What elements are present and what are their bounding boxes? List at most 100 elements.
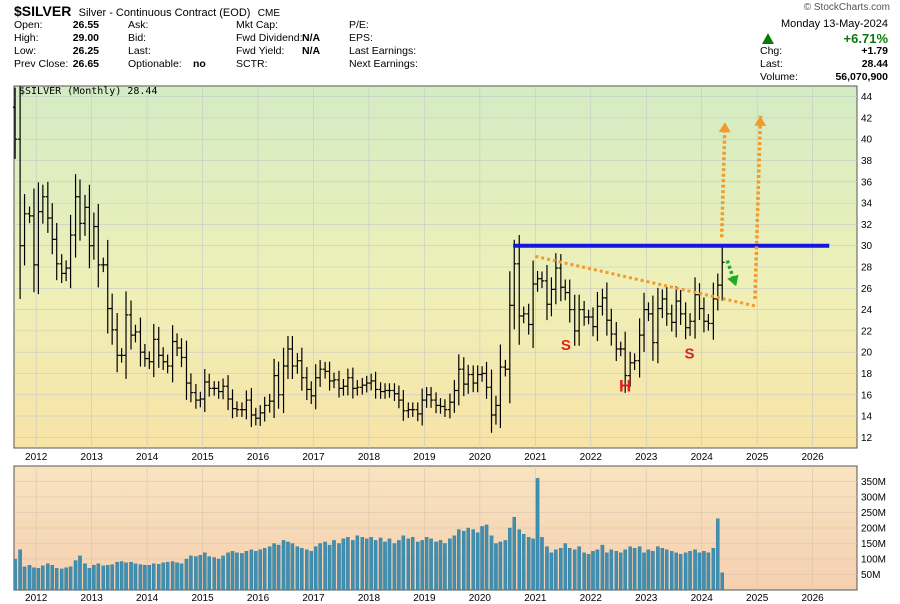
volume-bar (693, 549, 697, 591)
price-bar (387, 383, 392, 398)
volume-bar (179, 563, 184, 591)
field-label-prev-close: Prev Close: (14, 58, 69, 70)
volume-bar (683, 552, 688, 591)
field-value-last-price: 28.44 (861, 58, 888, 70)
year-label: 2023 (635, 452, 658, 463)
volume-bar (438, 540, 443, 591)
price-bar (207, 373, 212, 397)
volume-bar (503, 540, 508, 591)
volume-tick-label: 350M (861, 477, 886, 488)
price-bar (193, 383, 199, 409)
price-bar (687, 313, 693, 336)
volume-bar (235, 552, 239, 591)
volume-bar (161, 562, 165, 591)
price-bar (73, 174, 78, 258)
price-bar (142, 343, 148, 367)
volume-bar (216, 558, 221, 591)
year-label: 2012 (25, 452, 48, 463)
year-label: 2025 (746, 593, 769, 604)
volume-bar (572, 549, 577, 591)
volume-bar (688, 551, 692, 591)
field-label-ask: Ask: (128, 19, 149, 31)
field-value-open: 26.55 (72, 19, 99, 31)
price-tick-label: 12 (861, 433, 873, 444)
price-bar (128, 300, 134, 350)
price-bar (184, 340, 189, 400)
price-legend: $SILVER (Monthly) 28.44 (19, 86, 157, 97)
volume-bar (660, 548, 665, 591)
volume-bar (586, 554, 591, 591)
price-bar (692, 277, 698, 339)
price-bar (507, 271, 513, 404)
volume-bar (147, 565, 152, 591)
price-bar (664, 286, 669, 326)
volume-bar (337, 543, 341, 591)
price-bar (646, 302, 651, 322)
year-label: 2020 (469, 452, 492, 463)
volume-bar (96, 563, 101, 591)
year-label: 2013 (81, 593, 104, 604)
price-bar (475, 365, 480, 393)
price-bar (179, 338, 184, 368)
volume-bar (230, 551, 235, 591)
price-bar (479, 366, 485, 382)
volume-bar (462, 530, 466, 591)
volume-tick-label: 50M (861, 570, 880, 581)
price-bar (253, 407, 259, 426)
volume-bar (133, 563, 138, 591)
price-bar (105, 239, 110, 334)
year-label: 2022 (580, 452, 603, 463)
price-bar (498, 344, 503, 428)
price-bar (590, 307, 596, 337)
price-tick-label: 30 (861, 241, 873, 252)
year-label: 2017 (302, 593, 325, 604)
volume-bar (115, 561, 119, 591)
price-bar (530, 260, 536, 349)
volume-bar (397, 540, 401, 591)
price-bar (660, 289, 665, 319)
price-bar (276, 361, 281, 409)
volume-bar (309, 551, 314, 591)
target-arrow-1 (718, 122, 731, 238)
volume-bar (549, 552, 554, 591)
year-label: 2015 (191, 452, 214, 463)
price-tick-label: 44 (861, 92, 873, 103)
field-label-sctr: SCTR: (236, 58, 268, 70)
volume-bar (92, 565, 96, 591)
price-tick-label: 38 (861, 156, 873, 167)
price-bar (258, 405, 263, 426)
price-bar (424, 387, 429, 408)
price-bar (123, 291, 129, 379)
pattern-label-s-0: S (561, 337, 571, 354)
volume-bar (87, 568, 92, 591)
volume-bar (189, 555, 193, 591)
field-label-high: High: (14, 32, 39, 44)
price-tick-label: 28 (861, 263, 873, 274)
price-bar (114, 312, 120, 373)
price-bar (517, 235, 522, 345)
price-bar (174, 333, 180, 357)
volume-bar (605, 552, 609, 591)
price-bar (96, 203, 101, 288)
symbol: $SILVER (14, 3, 72, 19)
volume-bar (138, 564, 143, 591)
volume-bar (424, 537, 429, 591)
price-bar (521, 306, 526, 324)
volume-bar (332, 540, 336, 591)
volume-bar (480, 526, 484, 591)
price-bar (701, 297, 707, 333)
price-bar (63, 260, 69, 282)
field-label-bid: Bid: (128, 32, 147, 44)
price-bar (59, 254, 64, 284)
volume-bar (452, 535, 457, 591)
pattern-label-h-1: H (619, 377, 631, 396)
volume-bar (32, 567, 36, 591)
price-bar (512, 239, 517, 330)
volume-bar (697, 552, 702, 591)
price-bar (290, 335, 295, 380)
price-bar (22, 194, 27, 266)
volume-bar (221, 555, 225, 591)
price-bar (304, 367, 310, 401)
volume-bar (411, 537, 415, 591)
price-bar (336, 370, 342, 398)
